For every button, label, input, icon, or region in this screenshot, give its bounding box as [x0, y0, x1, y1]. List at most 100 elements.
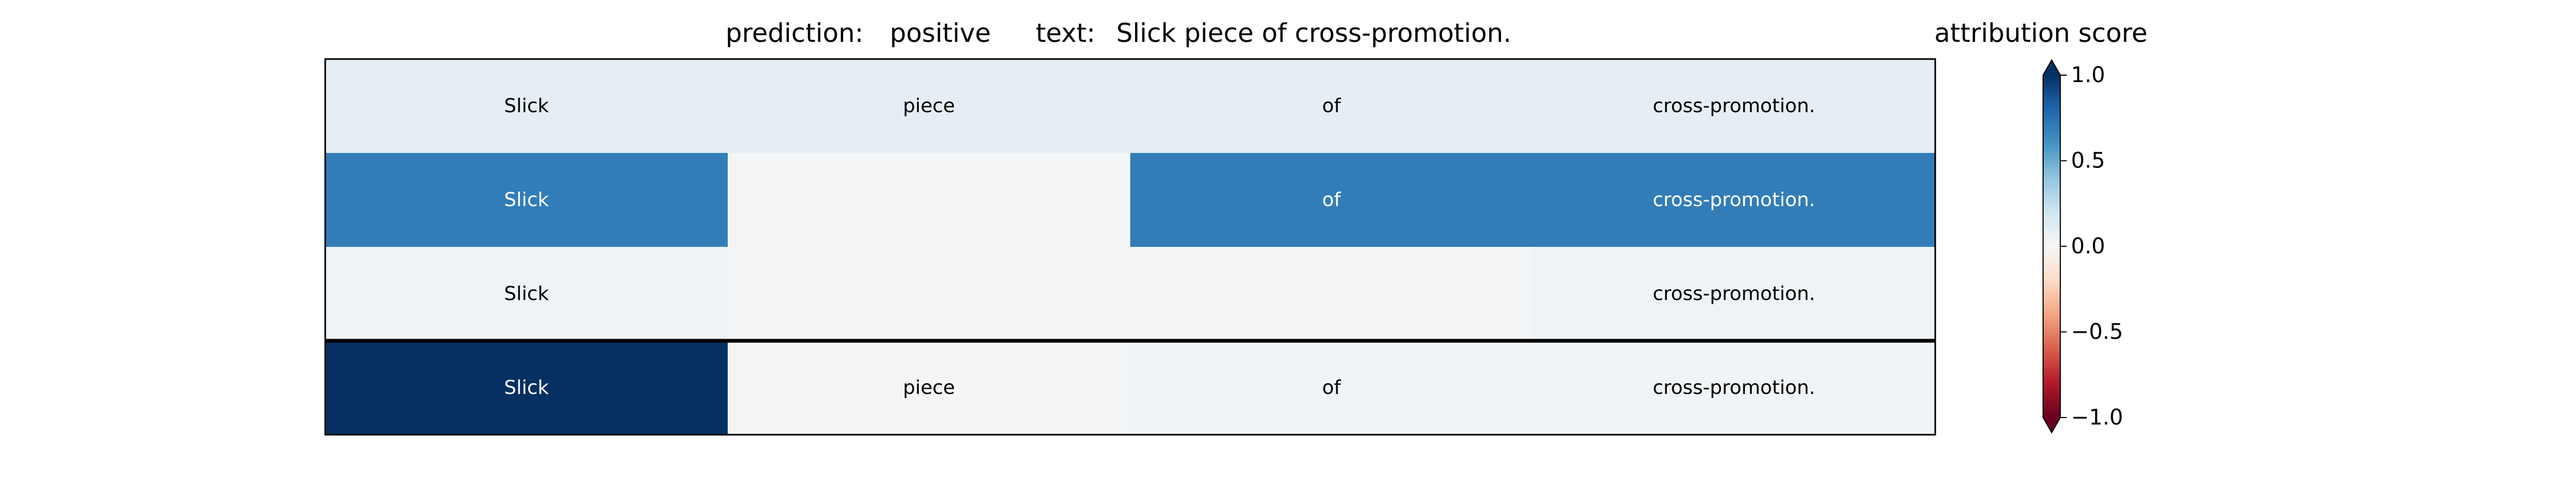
cell-token-label: Slick — [504, 377, 549, 399]
cell-token-label: of — [1322, 95, 1342, 117]
colorbar-segment — [2043, 148, 2060, 151]
cell-token-label: Slick — [504, 283, 549, 305]
colorbar-segment — [2043, 85, 2060, 89]
colorbar-segment — [2043, 274, 2060, 277]
heatmap-cell — [325, 341, 728, 435]
heatmap-frame — [324, 58, 1936, 436]
cell-token-label: of — [1322, 377, 1342, 399]
colorbar-segment — [2043, 308, 2060, 311]
colorbar-segment — [2043, 231, 2060, 234]
colorbar-segment — [2043, 197, 2060, 200]
colorbar-segment — [2043, 233, 2060, 236]
colorbar-segment — [2043, 154, 2060, 157]
colorbar-segment — [2043, 199, 2060, 202]
colorbar-segment — [2043, 122, 2060, 125]
colorbar-segment — [2043, 248, 2060, 251]
colorbar-segment — [2043, 191, 2060, 193]
colorbar-segment — [2043, 236, 2060, 238]
colorbar-segment — [2043, 312, 2060, 316]
colorbar-segment — [2043, 321, 2060, 324]
heatmap-cell — [728, 341, 1131, 435]
colorbar-min-extension — [2043, 418, 2060, 433]
heatmap-cell — [1130, 153, 1533, 247]
colorbar-segment — [2043, 362, 2060, 364]
heatmap-cell — [1533, 341, 1936, 435]
colorbar-segment — [2043, 360, 2060, 362]
colorbar-segment — [2043, 92, 2060, 95]
heatmap-row: Slick cross-promotion. — [325, 247, 1936, 341]
colorbar-segment — [2043, 113, 2060, 116]
colorbar-segment — [2043, 195, 2060, 197]
colorbar-segment — [2043, 280, 2060, 283]
colorbar-segment — [2043, 289, 2060, 292]
cell-token-label: Slick — [504, 189, 549, 211]
colorbar-segment — [2043, 169, 2060, 172]
cell-token-label: cross-promotion. — [1653, 377, 1816, 399]
heatmap-cell — [1533, 247, 1936, 341]
colorbar-segment — [2043, 150, 2060, 153]
colorbar-segment — [2043, 208, 2060, 210]
colorbar-segment — [2043, 105, 2060, 108]
colorbar-segment — [2043, 385, 2060, 388]
colorbar-segment — [2043, 225, 2060, 228]
colorbar-segment — [2043, 370, 2060, 373]
prediction-label: prediction: — [726, 18, 863, 48]
colorbar-segment — [2043, 332, 2060, 335]
colorbar-segment — [2043, 221, 2060, 223]
colorbar-segment — [2043, 381, 2060, 384]
colorbar-segment — [2043, 238, 2060, 240]
colorbar-segment — [2043, 188, 2060, 191]
colorbar-segment — [2043, 81, 2060, 84]
colorbar-segment — [2043, 259, 2060, 262]
colorbar-segment — [2043, 413, 2060, 416]
colorbar-segment — [2043, 340, 2060, 343]
colorbar-segment — [2043, 203, 2060, 206]
colorbar-segment — [2043, 377, 2060, 379]
colorbar-segment — [2043, 201, 2060, 204]
cell-token-label: of — [1322, 189, 1342, 211]
colorbar-title: attribution score — [1934, 18, 2147, 48]
colorbar-segment — [2043, 349, 2060, 352]
colorbar-segment — [2043, 175, 2060, 178]
colorbar-segment — [2043, 336, 2060, 339]
colorbar-segment — [2043, 124, 2060, 127]
colorbar-segment — [2043, 265, 2060, 268]
colorbar-segment — [2043, 263, 2060, 266]
colorbar-segment — [2043, 120, 2060, 123]
colorbar-segment — [2043, 302, 2060, 305]
colorbar-segment — [2043, 94, 2060, 97]
colorbar-segment — [2043, 407, 2060, 409]
colorbar-segment — [2043, 272, 2060, 275]
colorbar-segment — [2043, 287, 2060, 290]
colorbar-segment — [2043, 145, 2060, 149]
colorbar-segment — [2043, 364, 2060, 367]
colorbar-segment — [2043, 310, 2060, 313]
colorbar-segment — [2043, 242, 2060, 245]
cell-token-label: piece — [903, 95, 955, 117]
colorbar-segment — [2043, 317, 2060, 320]
colorbar-segment — [2043, 383, 2060, 386]
colorbar-segment — [2043, 409, 2060, 412]
heatmap-cell — [728, 247, 1131, 341]
colorbar-tick-label: 0.5 — [2071, 149, 2105, 173]
colorbar-segment — [2043, 372, 2060, 375]
colorbar-segment — [2043, 295, 2060, 298]
colorbar-segment — [2043, 345, 2060, 348]
colorbar-segment — [2043, 173, 2060, 177]
colorbar-segment — [2043, 152, 2060, 155]
colorbar-segment — [2043, 400, 2060, 403]
cell-token-label: cross-promotion. — [1653, 283, 1816, 305]
colorbar-segment — [2043, 156, 2060, 159]
colorbar-segment — [2043, 291, 2060, 294]
colorbar-segment — [2043, 282, 2060, 286]
colorbar-segment — [2043, 366, 2060, 369]
colorbar-segment — [2043, 319, 2060, 322]
colorbar-segment — [2043, 109, 2060, 112]
colorbar-segment — [2043, 396, 2060, 399]
colorbar-segment — [2043, 107, 2060, 110]
heatmap-cell — [1533, 153, 1936, 247]
colorbar-segment — [2043, 244, 2060, 247]
colorbar-segment — [2043, 411, 2060, 414]
colorbar-segment — [2043, 276, 2060, 279]
